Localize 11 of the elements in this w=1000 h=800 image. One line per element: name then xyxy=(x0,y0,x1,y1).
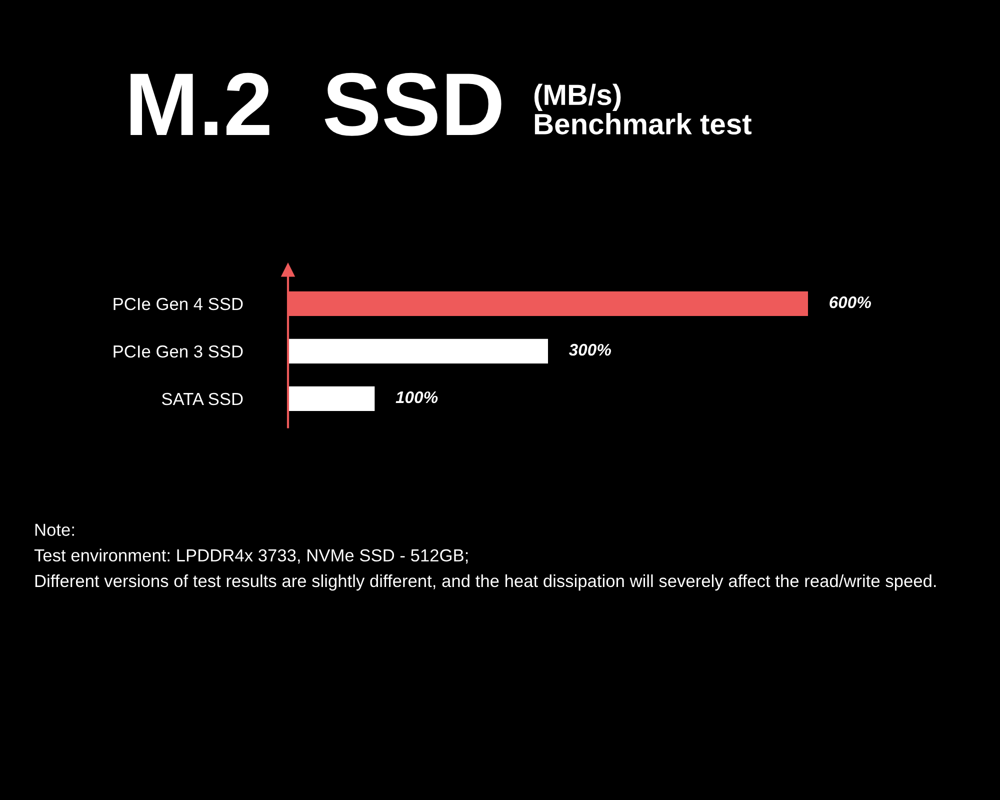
y-tick-label: PCIe Gen 3 SSD xyxy=(114,345,243,358)
y-tick-label: PCIe Gen 4 SSD xyxy=(114,298,243,310)
data-label: 100% xyxy=(396,391,438,404)
chart-subtitle: (MB/s) Benchmark test xyxy=(534,84,752,134)
data-label: 600% xyxy=(830,296,871,308)
text: Different versions of test results are slightly different, and the heat dissipation will severely affect the read/write speed. xyxy=(35,574,936,591)
chart-title: M.2 SSD xyxy=(130,72,502,136)
text: Test environment: LPDDR4x 3733, NVMe SSD - 512GB; xyxy=(34,548,468,564)
text: Note: xyxy=(35,524,74,536)
data-label: 300% xyxy=(568,344,611,356)
y-tick-label: SATA SSD xyxy=(162,392,243,406)
